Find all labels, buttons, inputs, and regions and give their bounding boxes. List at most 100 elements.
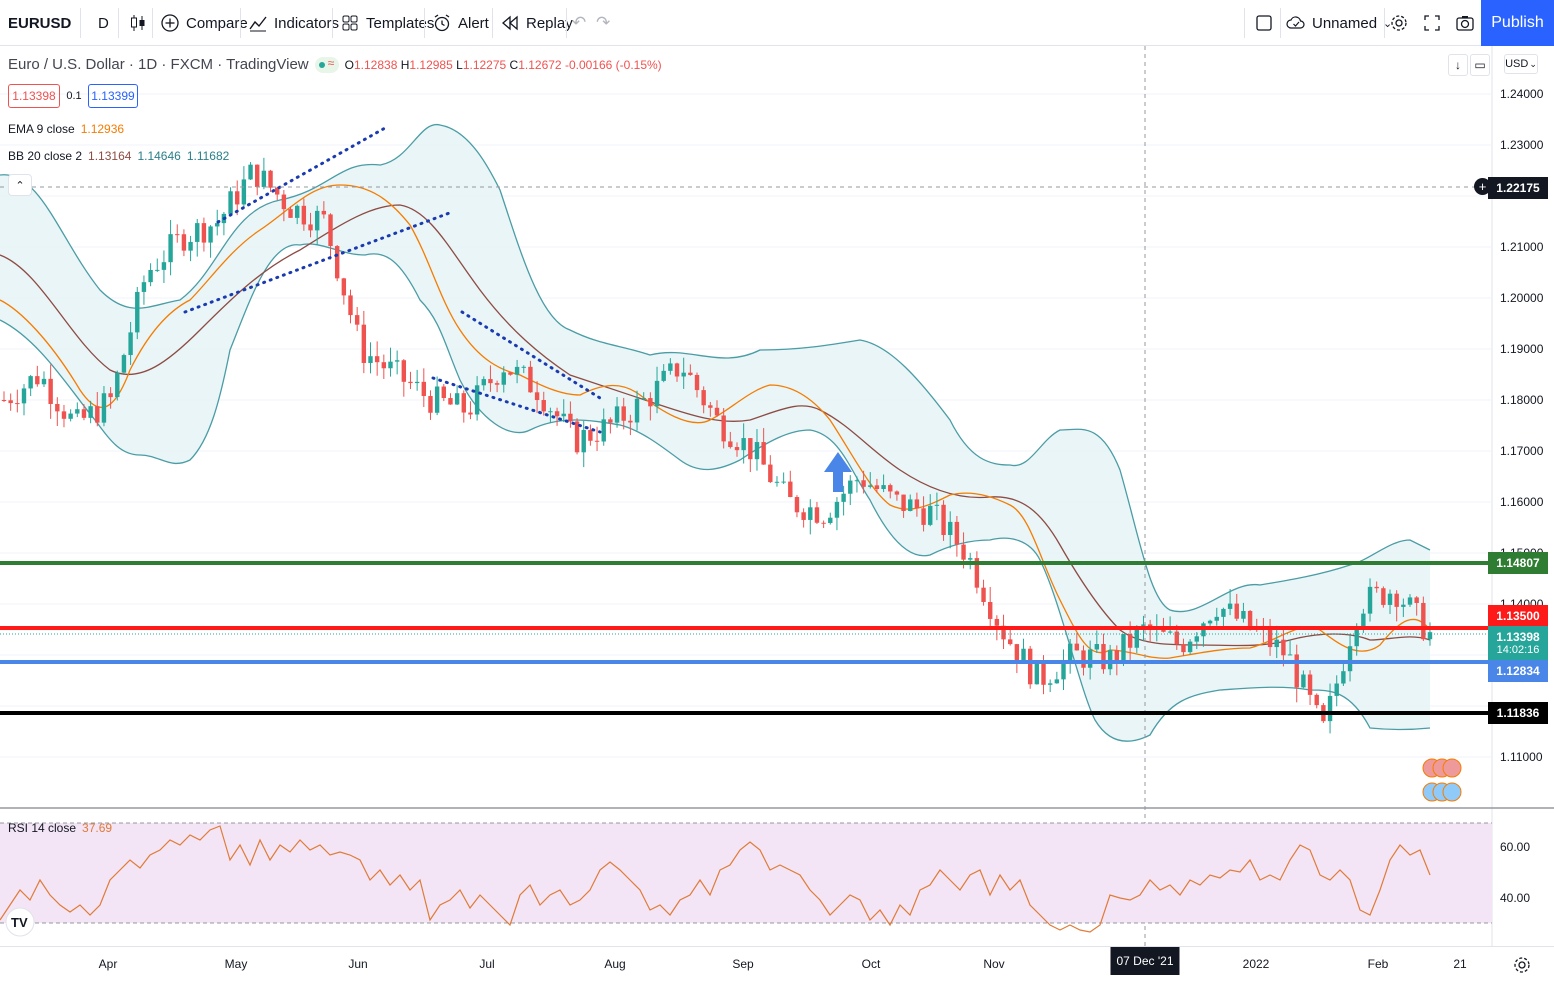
symbol-search-button[interactable]: EURUSD [8, 6, 71, 40]
candle-body [388, 361, 393, 369]
low-label: L [456, 57, 463, 72]
bollinger-lower-line [0, 243, 1431, 742]
candle-body [888, 485, 893, 492]
candle-body [1294, 654, 1299, 688]
sell-button[interactable]: 1.13398 [8, 84, 60, 108]
bollinger-band-fill [0, 124, 1430, 742]
open-value: 1.12838 [353, 57, 398, 72]
price-tick: 1.11000 [1500, 750, 1543, 764]
fullscreen-button[interactable] [1422, 6, 1442, 40]
sell-price: 1.13398 [12, 89, 56, 103]
candle-body [228, 191, 233, 214]
candle-body [508, 372, 513, 375]
plus-icon: + [1478, 179, 1487, 194]
candle-body [788, 481, 793, 498]
candle-body [61, 411, 67, 419]
candle-body [188, 241, 193, 251]
time-tick: May [224, 957, 248, 971]
indicators-button[interactable]: Indicators [248, 6, 339, 40]
candle-body [1034, 663, 1040, 685]
pane-maximize-button[interactable]: ▭ [1470, 54, 1490, 76]
green-level-label: 1.14807 [1488, 552, 1548, 574]
candle-body [1227, 603, 1233, 609]
candle-body [1101, 644, 1106, 670]
price-tick: 1.20000 [1500, 291, 1544, 305]
rsi-legend[interactable]: RSI 14 close 37.69 [8, 821, 112, 835]
settings-button[interactable] [1389, 6, 1409, 40]
candle-body [1221, 608, 1226, 617]
symbol-label: EURUSD [8, 14, 72, 32]
candle-body [1274, 639, 1279, 648]
candle-body [1061, 660, 1066, 680]
ema-legend[interactable]: EMA 9 close 1.12936 [8, 122, 124, 136]
publish-button[interactable]: Publish [1481, 0, 1554, 46]
candle-body [561, 413, 566, 417]
camera-icon [1456, 16, 1474, 31]
chart-type-button[interactable] [128, 6, 148, 40]
candle-body [821, 522, 826, 524]
redo-button[interactable]: ↷ [596, 6, 610, 40]
candle-body [261, 170, 267, 187]
undo-button[interactable]: ↶ [572, 6, 586, 40]
divider [332, 8, 333, 38]
candle-body [1041, 663, 1046, 685]
redo-icon: ↷ [596, 13, 611, 32]
candle-body [1427, 632, 1433, 640]
buy-button[interactable]: 1.13399 [88, 84, 138, 108]
chevron-down-icon: ⌄ [1529, 58, 1537, 69]
divider [424, 8, 425, 38]
candle-body [255, 164, 260, 187]
templates-button[interactable]: Templates [340, 6, 434, 40]
crosshair-plus-button[interactable]: + [1474, 178, 1491, 195]
chart-settings-button[interactable] [1512, 955, 1532, 975]
candle-body [55, 403, 60, 412]
svg-text:TV: TV [11, 915, 28, 930]
ema-label: EMA 9 close [8, 122, 75, 136]
high-label: H [400, 57, 410, 72]
bar-countdown: 14:02:16 [1496, 644, 1540, 656]
undo-icon: ↶ [572, 13, 587, 32]
replay-label: Replay [526, 14, 573, 32]
candle-body [1394, 593, 1399, 607]
candle-body [88, 406, 93, 418]
candle-body [308, 224, 313, 231]
compare-button[interactable]: Compare [160, 6, 248, 40]
alert-button[interactable]: Alert [432, 6, 489, 40]
candle-body [528, 366, 533, 393]
black-level-price: 1.11836 [1496, 706, 1540, 720]
rsi-value: 37.69 [82, 821, 113, 835]
replay-button[interactable]: Replay [500, 6, 573, 40]
pane-down-button[interactable]: ↓ [1448, 54, 1468, 76]
currency-select[interactable]: USD ⌄ [1504, 54, 1538, 74]
candle-body [1207, 620, 1213, 624]
candle-body [408, 381, 413, 384]
price-chart[interactable]: 1.24000 1.23000 1.21000 1.20000 1.19000 … [0, 46, 1554, 984]
templates-grid-icon [342, 15, 358, 31]
candle-body [1094, 644, 1100, 650]
candle-body [481, 379, 486, 386]
symbol-legend[interactable]: Euro / U.S. Dollar · 1D · FXCM · Trading… [8, 56, 662, 74]
high-value: 1.12985 [409, 57, 453, 72]
crosshair-price-label: 1.22175 [1488, 177, 1548, 199]
candle-body [694, 374, 700, 391]
last-price-label: 1.13398 14:02:16 [1488, 626, 1548, 660]
candle-body [1187, 641, 1193, 653]
candle-body [734, 447, 740, 451]
ohlc-values: O1.12838 H1.12985 L1.12275 C1.12672 -0.0… [345, 58, 662, 72]
candle-body [75, 409, 80, 414]
symbol-title: Euro / U.S. Dollar · 1D · FXCM · Trading… [8, 56, 309, 73]
layout-name-button[interactable]: Unnamed ⌄ [1286, 6, 1392, 40]
interval-button[interactable]: D [98, 6, 109, 40]
snapshot-button[interactable] [1455, 6, 1475, 40]
candle-body [128, 332, 133, 356]
divider [80, 8, 81, 38]
time-axis[interactable]: Apr May Jun Jul Aug Sep Oct Nov 07 Dec '… [0, 946, 1554, 984]
candle-body [1287, 654, 1293, 656]
candle-body [175, 234, 180, 236]
bb-legend[interactable]: BB 20 close 2 1.13164 1.14646 1.11682 [8, 149, 229, 163]
collapse-legend-button[interactable]: ⌃ [8, 174, 32, 196]
ema-value: 1.12936 [80, 122, 125, 136]
candle-body [1374, 586, 1379, 589]
candle-body [534, 392, 540, 401]
layout-toggle-button[interactable] [1254, 6, 1274, 40]
